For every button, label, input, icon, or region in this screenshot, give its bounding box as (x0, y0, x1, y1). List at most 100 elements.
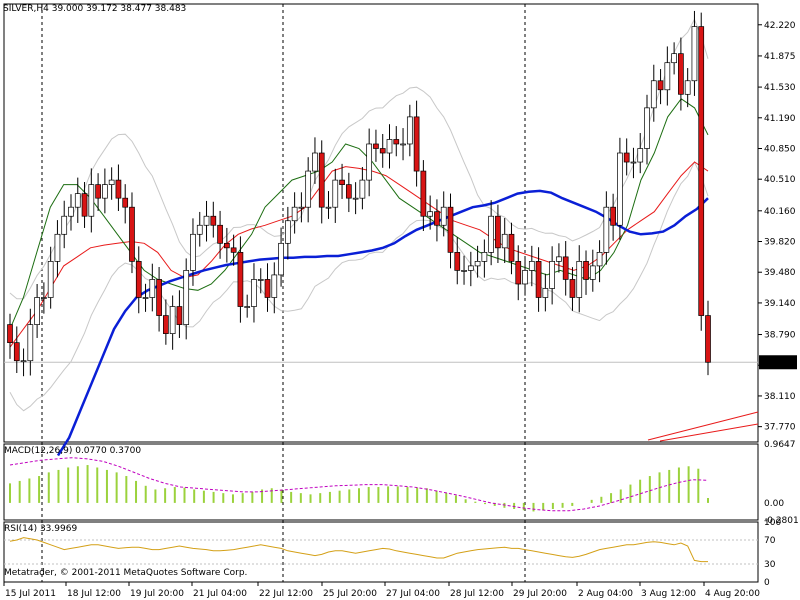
copyright-text: Metatrader, © 2001-2011 MetaQuotes Softw… (4, 568, 248, 578)
candle-body (671, 53, 677, 64)
candle-body (135, 261, 142, 298)
candle-body (305, 170, 312, 208)
rsi-title: RSI(14) 33.9969 (4, 524, 78, 534)
symbol-header: SILVER,H4 39.000 39.172 38.477 38.483 (3, 4, 186, 14)
trendline (659, 423, 759, 442)
candle-body (549, 261, 555, 289)
candle-body (705, 315, 711, 363)
y-tick-label: 40.160 (764, 207, 796, 217)
trendline (647, 411, 759, 441)
candle-body (610, 206, 616, 226)
candle-body (447, 206, 454, 253)
candle-body (678, 53, 684, 95)
price-tag: 38.483 (762, 359, 794, 369)
candle-body (359, 179, 366, 199)
candle-body (474, 261, 481, 267)
candle-body (488, 215, 494, 253)
candle-body (264, 279, 271, 298)
candle-body (284, 220, 291, 244)
candle-body (20, 360, 27, 363)
candle-body (501, 233, 508, 249)
candle-body (54, 233, 61, 262)
candle-body (562, 256, 569, 280)
candle-body (217, 224, 223, 244)
candle-body (122, 197, 129, 208)
rsi-tick-label: 30 (764, 560, 776, 570)
candle-body (352, 197, 359, 200)
candle-body (27, 324, 34, 362)
candle-body (190, 233, 196, 271)
candle-body (623, 152, 630, 163)
candle-body (698, 26, 705, 316)
candle-body (74, 193, 81, 208)
candle-body (603, 206, 610, 253)
candle-body (583, 261, 589, 280)
lower-band-line (9, 160, 709, 412)
candle-body (102, 184, 108, 199)
candle-body (251, 279, 257, 307)
candle-body (332, 179, 339, 208)
candle-body (556, 256, 562, 262)
candle-body (13, 342, 20, 362)
candle-body (386, 139, 393, 154)
candle-body (61, 215, 68, 235)
candle-body (339, 179, 345, 185)
candle-body (542, 288, 549, 298)
candle-body (47, 261, 54, 298)
ma-green-line (9, 98, 709, 330)
candle-body (684, 80, 691, 95)
ohlc-values: 39.000 39.172 38.477 38.483 (51, 4, 187, 14)
macd-title: MACD(12,26,9) 0.0770 0.3700 (4, 446, 142, 456)
y-tick-label: 42.220 (764, 21, 796, 31)
candle-body (278, 242, 284, 276)
candle-body (427, 211, 434, 217)
candle-body (508, 233, 515, 262)
y-tick-label: 37.770 (764, 423, 796, 433)
candle-body (515, 261, 522, 285)
candle-body (149, 279, 156, 298)
candle-body (312, 152, 318, 172)
main-panel-frame (3, 3, 759, 443)
y-tick-label: 41.530 (764, 83, 796, 93)
x-tick-label: 15 Jul 2011 (5, 589, 56, 599)
candle-body (528, 261, 535, 271)
candle-body (156, 279, 162, 316)
candle-body (244, 306, 251, 308)
candle-body (291, 206, 298, 222)
rsi-panel-frame (3, 521, 759, 583)
macd-tick-label: -0.2801 (764, 516, 799, 526)
candle-body (325, 206, 332, 209)
x-tick-label: 25 Jul 20:00 (323, 589, 377, 599)
candle-body (68, 206, 74, 217)
candle-body (318, 152, 325, 208)
rsi-tick-label: 0 (764, 578, 770, 588)
x-tick-label: 2 Aug 04:00 (578, 589, 633, 599)
candle-body (108, 179, 115, 185)
x-tick-label: 3 Aug 12:00 (641, 589, 696, 599)
y-tick-label: 39.140 (764, 299, 796, 309)
candle-body (434, 211, 440, 226)
candle-body (637, 148, 644, 163)
y-tick-label: 41.190 (764, 114, 796, 124)
candle-body (440, 206, 447, 226)
candle-body (345, 184, 352, 199)
x-tick-label: 27 Jul 04:00 (386, 589, 440, 599)
candle-body (81, 193, 88, 217)
candle-body (7, 324, 13, 344)
x-tick-label: 22 Jul 12:00 (259, 589, 313, 599)
x-tick-label: 28 Jul 12:00 (450, 589, 504, 599)
candle-body (522, 270, 528, 285)
candle-body (142, 297, 149, 299)
candle-body (224, 242, 230, 249)
candle-body (400, 143, 406, 146)
candle-body (230, 247, 237, 253)
candle-body (366, 143, 373, 181)
candle-body (413, 116, 420, 172)
upper-band-line (9, 18, 709, 300)
candle-body (589, 265, 596, 280)
candle-body (41, 297, 47, 299)
candle-body (630, 161, 637, 164)
candle-body (34, 297, 40, 325)
